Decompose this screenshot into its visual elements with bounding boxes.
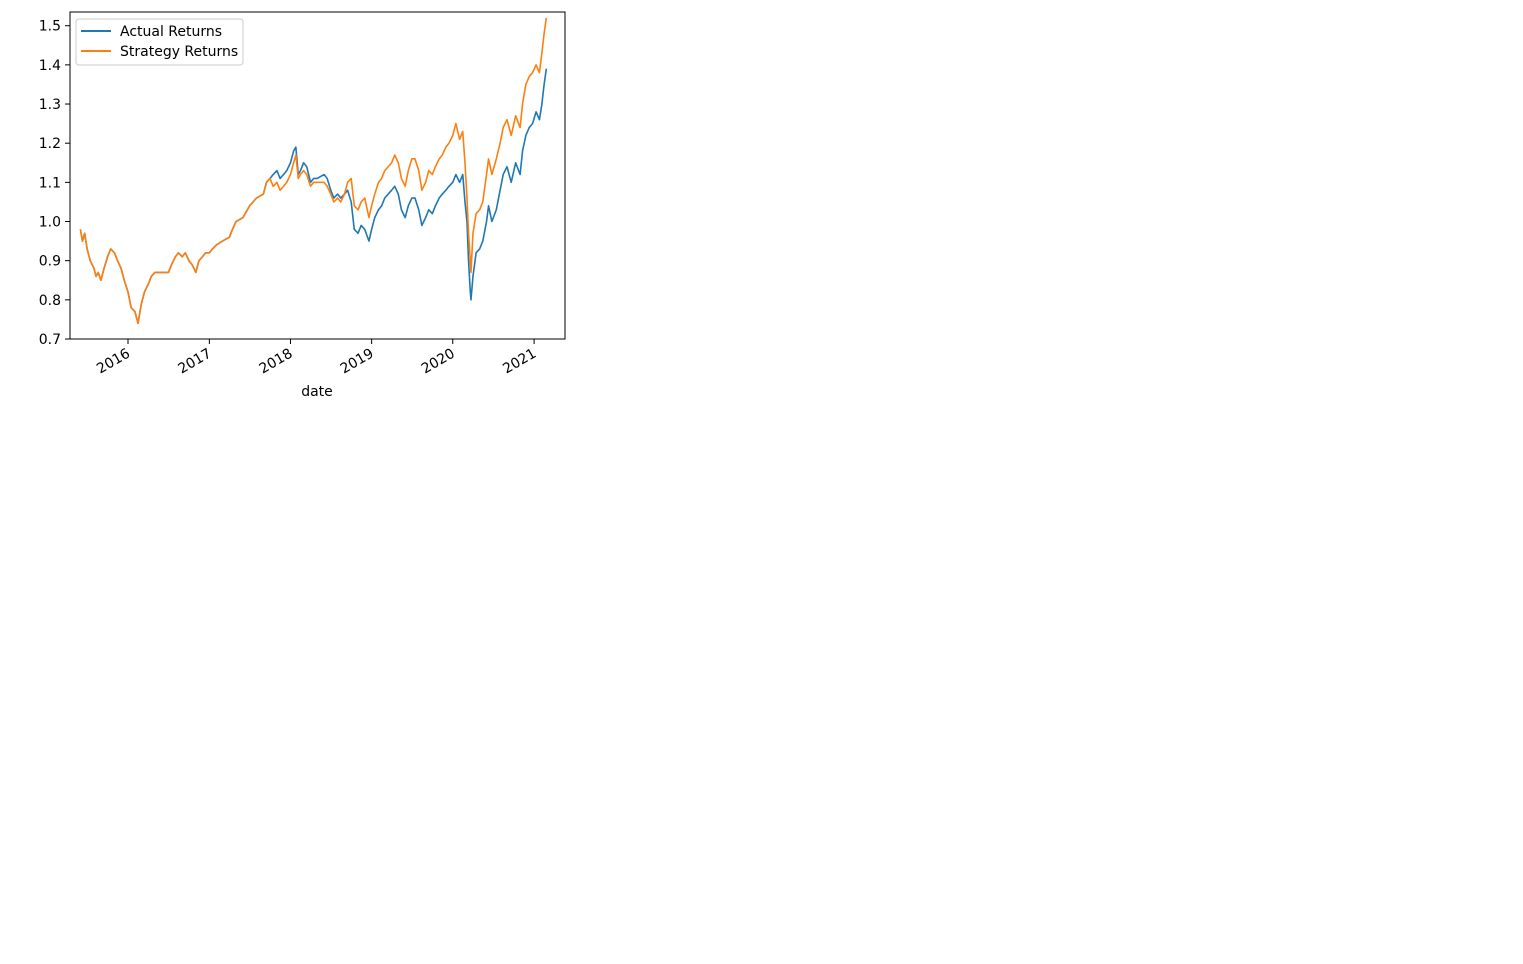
legend-label-strategy-returns: Strategy Returns <box>120 44 238 60</box>
series-group <box>79 17 548 325</box>
y-tick-label: 1.0 <box>39 215 61 231</box>
y-tick-label: 0.7 <box>39 332 61 348</box>
legend: Actual Returns Strategy Returns <box>75 18 244 66</box>
x-tick-label: 2016 <box>94 346 133 378</box>
y-tick-label: 1.2 <box>39 136 61 152</box>
legend-box <box>75 18 244 66</box>
y-tick-label: 0.8 <box>39 293 61 309</box>
y-tick-label: 1.3 <box>39 97 61 113</box>
y-tick-label: 1.1 <box>39 175 61 191</box>
y-tick-label: 0.9 <box>39 254 61 270</box>
x-tick-label: 2019 <box>338 346 377 378</box>
y-tick-label: 1.4 <box>39 58 61 74</box>
series-line-strategy-returns <box>79 17 548 325</box>
series-line-actual-returns <box>79 68 548 325</box>
x-tick-label: 2017 <box>175 346 214 378</box>
x-tick-label: 2020 <box>419 346 458 378</box>
x-axis-label: date <box>301 384 333 400</box>
plot-area-frame <box>69 11 566 340</box>
x-tick-label: 2018 <box>257 346 296 378</box>
y-axis: 0.7 0.8 0.9 1.0 1.1 1.2 1.3 1.4 1.5 <box>39 19 70 348</box>
legend-label-actual-returns: Actual Returns <box>120 24 222 40</box>
y-tick-label: 1.5 <box>39 19 61 35</box>
x-axis: 2016 2017 2018 2019 2020 2021 <box>94 339 539 377</box>
x-tick-label: 2021 <box>500 346 539 378</box>
